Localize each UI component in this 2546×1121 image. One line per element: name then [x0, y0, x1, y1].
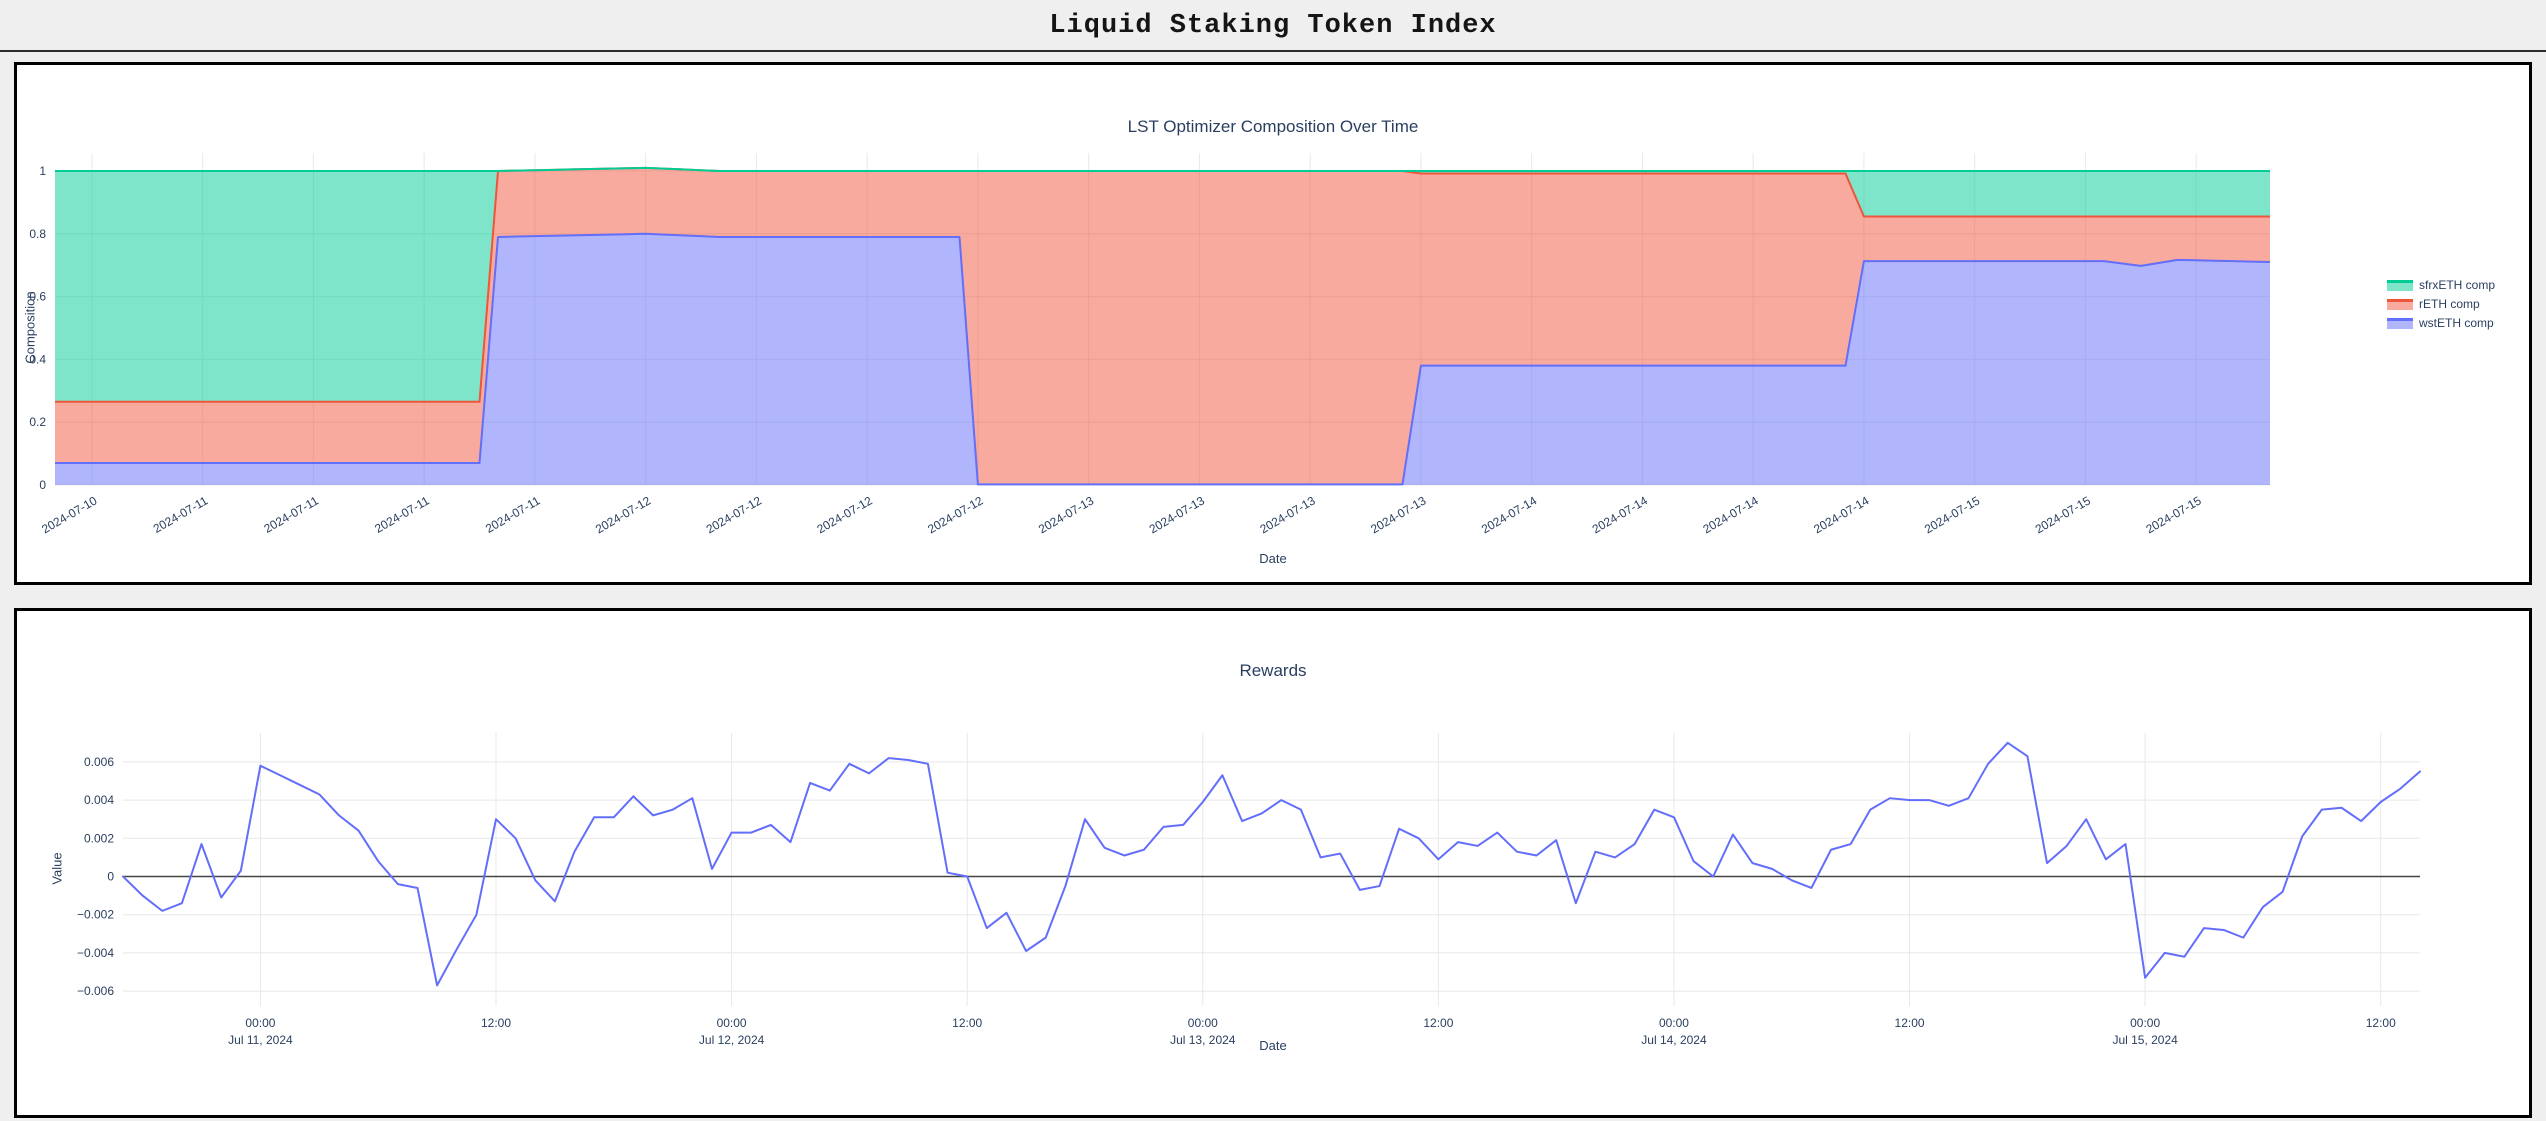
legend: sfrxETH comp rETH comp wstETH comp [2387, 278, 2495, 330]
svg-text:2024-07-14: 2024-07-14 [1479, 493, 1539, 536]
composition-chart-card: 0 0.2 0.4 0.6 0.8 1 2024-07-10 2024-07-11 2024-0… [14, 62, 2532, 585]
legend-item[interactable]: wstETH comp [2387, 316, 2495, 330]
svg-text:00:00: 00:00 [717, 1016, 747, 1030]
composition-y-tick-labels: 0 0.2 0.4 0.6 0.8 1 [29, 164, 46, 492]
rewards-gridlines [123, 733, 2420, 1006]
svg-text:−0.004: −0.004 [77, 946, 114, 960]
svg-text:Jul 11, 2024: Jul 11, 2024 [228, 1033, 293, 1047]
svg-text:0: 0 [107, 870, 114, 884]
svg-text:0.4: 0.4 [29, 352, 46, 366]
svg-text:0.8: 0.8 [29, 227, 46, 241]
svg-text:00:00: 00:00 [1659, 1016, 1689, 1030]
svg-text:2024-07-15: 2024-07-15 [2144, 493, 2204, 536]
svg-text:2024-07-12: 2024-07-12 [925, 493, 985, 536]
svg-text:0.6: 0.6 [29, 290, 46, 304]
area-sfrxETH [55, 167, 2270, 402]
rewards-line [122, 741, 2421, 987]
legend-swatch-icon [2387, 279, 2413, 291]
svg-text:12:00: 12:00 [2366, 1016, 2396, 1030]
svg-text:00:00: 00:00 [245, 1016, 275, 1030]
rewards-x-tick-labels: 00:00 Jul 11, 2024 12:00 00:00 Jul 12, 2024 1… [228, 1016, 2396, 1047]
svg-text:0.2: 0.2 [29, 415, 46, 429]
svg-text:0.002: 0.002 [84, 831, 114, 845]
svg-text:0: 0 [39, 478, 46, 492]
legend-item[interactable]: rETH comp [2387, 297, 2495, 311]
svg-text:00:00: 00:00 [1188, 1016, 1218, 1030]
rewards-chart-plot[interactable]: 0.006 0.004 0.002 0 −0.002 −0.004 −0.006 00:00 J… [17, 611, 2529, 1109]
svg-text:2024-07-14: 2024-07-14 [1811, 493, 1871, 536]
legend-swatch-icon [2387, 298, 2413, 310]
svg-text:12:00: 12:00 [1895, 1016, 1925, 1030]
rewards-chart-title: Rewards [1239, 661, 1307, 680]
svg-text:2024-07-13: 2024-07-13 [1258, 493, 1318, 536]
svg-text:Jul 15, 2024: Jul 15, 2024 [2112, 1033, 2178, 1047]
legend-item-label: rETH comp [2419, 297, 2480, 311]
svg-text:2024-07-11: 2024-07-11 [483, 493, 543, 536]
svg-text:Jul 12, 2024: Jul 12, 2024 [699, 1033, 765, 1047]
svg-text:2024-07-14: 2024-07-14 [1701, 493, 1761, 536]
page-title: Liquid Staking Token Index [1049, 11, 1497, 41]
svg-text:0.006: 0.006 [84, 755, 114, 769]
line-wstETH [55, 232, 2271, 486]
page-header: Liquid Staking Token Index [0, 0, 2546, 52]
svg-text:2024-07-13: 2024-07-13 [1147, 493, 1207, 536]
svg-text:2024-07-12: 2024-07-12 [815, 493, 875, 536]
svg-text:2024-07-12: 2024-07-12 [593, 493, 653, 536]
rewards-x-axis-label: Date [1259, 1038, 1287, 1053]
svg-text:2024-07-15: 2024-07-15 [2033, 493, 2093, 536]
rewards-y-axis-label: Value [49, 852, 65, 885]
title-divider [0, 50, 2546, 52]
svg-text:1: 1 [39, 164, 46, 178]
svg-text:2024-07-13: 2024-07-13 [1368, 493, 1428, 536]
svg-text:−0.002: −0.002 [77, 908, 114, 922]
svg-text:2024-07-15: 2024-07-15 [1922, 493, 1982, 536]
svg-text:0.004: 0.004 [84, 793, 114, 807]
legend-item[interactable]: sfrxETH comp [2387, 278, 2495, 292]
rewards-chart-card: 0.006 0.004 0.002 0 −0.002 −0.004 −0.006 00:00 J… [14, 608, 2532, 1118]
svg-text:Jul 13, 2024: Jul 13, 2024 [1170, 1033, 1236, 1047]
svg-text:2024-07-12: 2024-07-12 [704, 493, 764, 536]
svg-text:Jul 14, 2024: Jul 14, 2024 [1641, 1033, 1707, 1047]
svg-text:2024-07-11: 2024-07-11 [262, 493, 322, 536]
svg-text:12:00: 12:00 [952, 1016, 982, 1030]
svg-text:2024-07-10: 2024-07-10 [39, 493, 99, 536]
line-sfrxETH [55, 166, 2270, 172]
svg-text:12:00: 12:00 [481, 1016, 511, 1030]
legend-item-label: wstETH comp [2419, 316, 2494, 330]
composition-area-fills [55, 167, 2270, 485]
svg-text:00:00: 00:00 [2130, 1016, 2160, 1030]
area-rETH [55, 167, 2270, 485]
area-wstETH [55, 233, 2270, 485]
composition-boundary-lines [55, 166, 2271, 486]
legend-item-label: sfrxETH comp [2419, 278, 2496, 292]
composition-x-tick-labels: 2024-07-10 2024-07-11 2024-07-11 2024-07-11… [39, 493, 2204, 536]
svg-text:2024-07-14: 2024-07-14 [1590, 493, 1650, 536]
composition-x-axis-label: Date [1259, 551, 1287, 566]
composition-y-axis-label: Composition [22, 291, 38, 364]
composition-chart-title: LST Optimizer Composition Over Time [1127, 117, 1419, 136]
svg-text:−0.006: −0.006 [77, 984, 114, 998]
svg-text:2024-07-11: 2024-07-11 [151, 493, 211, 536]
rewards-y-tick-labels: 0.006 0.004 0.002 0 −0.002 −0.004 −0.006 [77, 755, 114, 998]
legend-swatch-icon [2387, 317, 2413, 329]
svg-text:2024-07-11: 2024-07-11 [372, 493, 432, 536]
svg-text:12:00: 12:00 [1423, 1016, 1453, 1030]
svg-text:2024-07-13: 2024-07-13 [1036, 493, 1096, 536]
